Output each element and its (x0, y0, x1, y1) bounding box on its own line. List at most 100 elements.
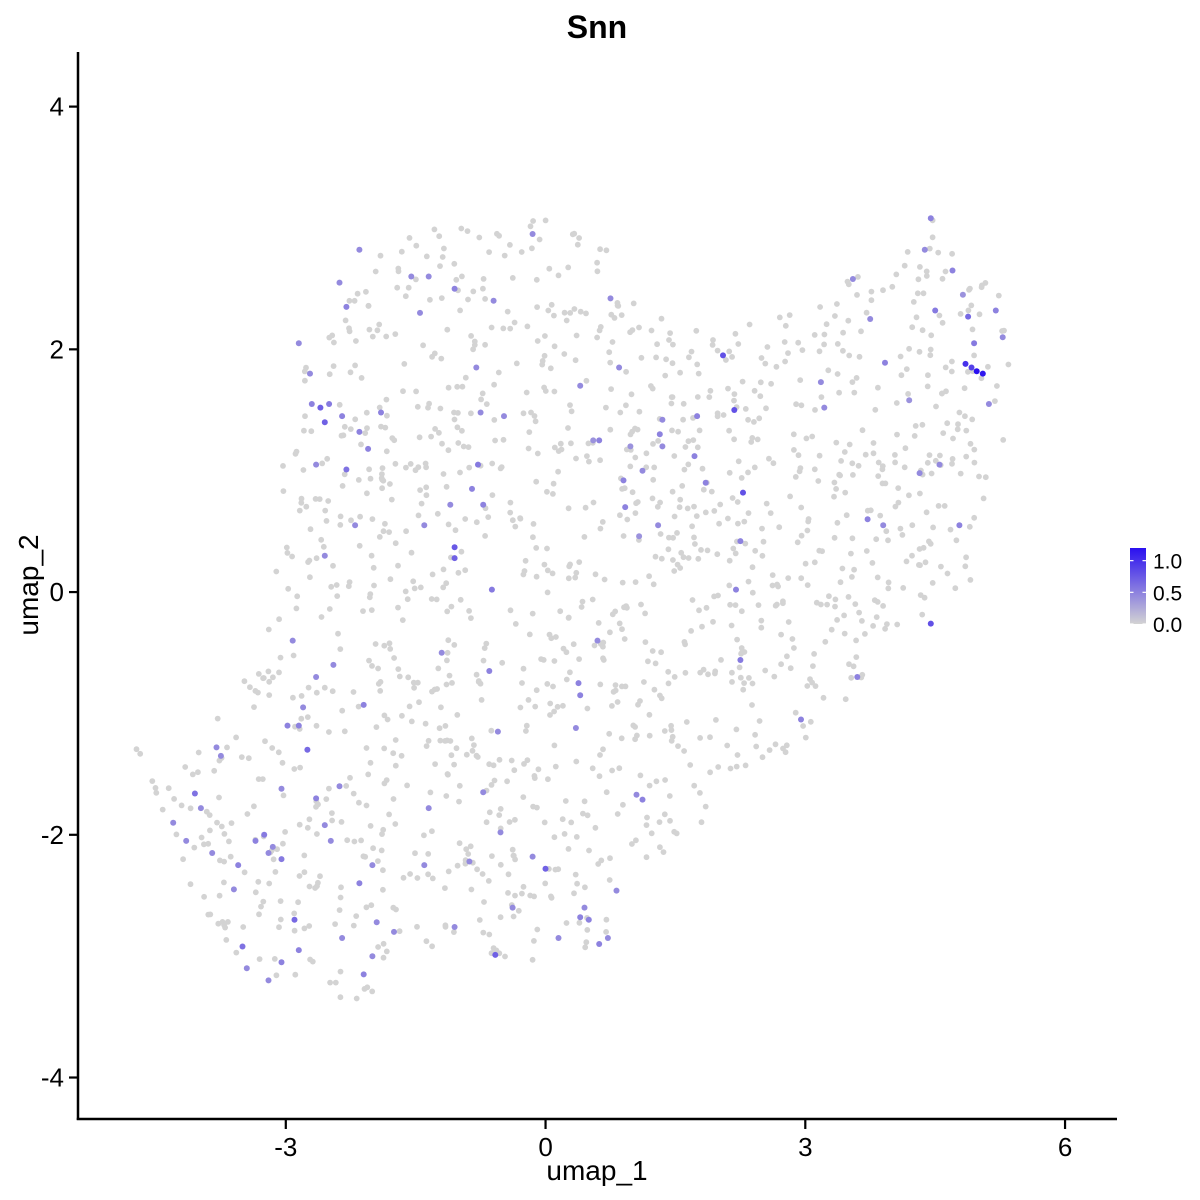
cell-point (565, 615, 572, 621)
cell-point (809, 433, 816, 440)
cell-point (368, 902, 375, 909)
cell-point (500, 325, 507, 332)
cell-point (536, 236, 543, 243)
cell-point (714, 551, 721, 558)
expressing-cell-point (313, 795, 320, 802)
cell-point (321, 684, 328, 691)
expressing-cell-point (702, 479, 709, 486)
cell-point (445, 637, 452, 644)
cell-point (542, 388, 549, 394)
cell-point (627, 329, 633, 336)
cell-point (600, 746, 606, 753)
cell-point (377, 252, 384, 259)
cell-point (707, 769, 713, 776)
expressing-cell-point (817, 379, 824, 386)
cell-point (966, 523, 973, 530)
cell-point (716, 520, 722, 527)
cell-point (518, 249, 525, 255)
cell-point (582, 504, 589, 511)
cell-point (353, 913, 360, 919)
expressing-cell-point (477, 409, 484, 416)
cell-point (948, 368, 955, 375)
cell-point (306, 816, 313, 823)
cell-point (272, 869, 279, 875)
cell-point (216, 794, 222, 801)
cell-point (443, 580, 450, 587)
cell-point (392, 331, 399, 337)
expressing-cell-point (343, 466, 350, 473)
cell-point (350, 689, 357, 695)
cell-point (955, 421, 961, 428)
cell-point (517, 704, 524, 711)
cell-point (520, 410, 527, 417)
cell-point (485, 514, 492, 520)
cell-point (798, 504, 805, 511)
cell-point (769, 582, 776, 589)
expressing-cell-point (956, 522, 963, 529)
cell-point (680, 400, 687, 407)
cell-point (849, 574, 855, 580)
cell-point (666, 793, 673, 799)
cell-point (441, 245, 447, 252)
cell-point (497, 806, 504, 812)
cell-point (619, 626, 625, 633)
cell-point (872, 406, 879, 413)
cell-point (836, 389, 842, 396)
cell-point (707, 734, 713, 741)
cell-point (772, 741, 779, 748)
cell-point (734, 499, 741, 505)
cell-point (935, 249, 942, 256)
cell-point (633, 500, 639, 507)
expressing-cell-point (469, 485, 475, 492)
cell-point (544, 567, 551, 574)
expressing-cell-point (616, 364, 623, 371)
cell-point (305, 684, 312, 691)
cell-point (443, 483, 450, 490)
cell-point (552, 763, 559, 770)
color-legend: 0.0 0.5 1.0 (1130, 548, 1182, 637)
cell-point (324, 455, 331, 462)
cell-point (894, 431, 900, 438)
cell-point (685, 461, 692, 468)
cell-point (512, 892, 518, 899)
cell-point (685, 438, 692, 445)
expressing-cell-point (278, 856, 285, 863)
cell-point (571, 230, 578, 237)
cell-point (638, 354, 645, 361)
cell-point (846, 661, 852, 668)
cell-point (414, 923, 420, 930)
cell-point (608, 311, 615, 318)
cell-point (354, 290, 361, 297)
cell-point (470, 346, 476, 353)
cell-point (638, 601, 644, 608)
cell-point (375, 665, 381, 672)
cell-point (868, 297, 875, 304)
cell-point (834, 519, 841, 526)
cell-point (464, 228, 471, 235)
cell-point (533, 276, 540, 283)
cell-point (925, 372, 931, 379)
cell-point (707, 387, 714, 394)
cell-point (240, 924, 247, 930)
cell-point (648, 327, 655, 334)
cell-point (544, 488, 550, 495)
cell-point (834, 617, 840, 623)
cell-point (994, 383, 1000, 389)
cell-point (916, 348, 923, 355)
cell-point (380, 886, 386, 893)
cell-point (380, 940, 387, 947)
cell-point (817, 304, 823, 310)
expressing-cell-point (295, 947, 302, 954)
cell-point (999, 328, 1005, 334)
cell-point (428, 596, 435, 602)
cell-point (291, 927, 298, 934)
cell-point (228, 820, 235, 826)
cell-point (704, 547, 711, 554)
expressing-cell-point (577, 382, 584, 389)
cell-point (277, 916, 284, 923)
cell-point (233, 949, 240, 956)
cell-point (280, 840, 286, 847)
cell-point (318, 614, 325, 620)
cell-point (523, 722, 530, 729)
cell-point (706, 394, 713, 400)
